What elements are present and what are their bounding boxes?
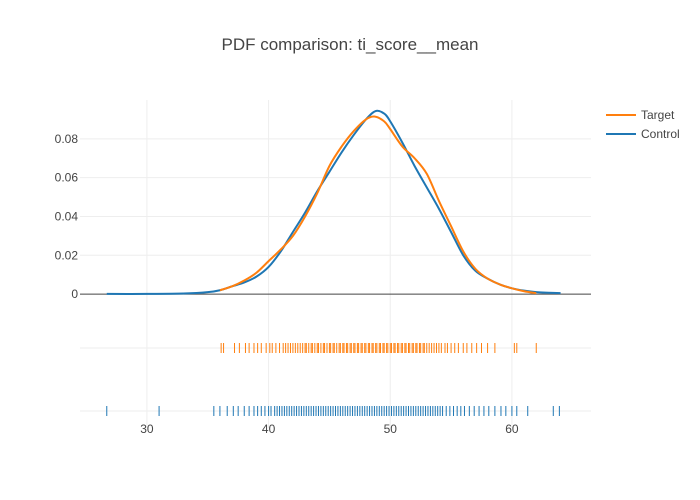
legend-item-target[interactable]: Target	[606, 108, 675, 122]
legend-label: Control	[641, 127, 680, 141]
rug-control	[106, 406, 560, 416]
y-tick-label: 0.02	[55, 248, 79, 262]
legend[interactable]: Target Control	[606, 108, 680, 141]
x-tick-label: 60	[505, 422, 519, 436]
x-tick-label: 30	[140, 422, 154, 436]
grid-layer	[80, 100, 591, 428]
y-tick-label: 0	[71, 287, 78, 301]
pdf-curves	[106, 109, 561, 295]
y-tick-label: 0.06	[55, 171, 79, 185]
y-tick-label: 0.08	[55, 132, 79, 146]
x-tick-label: 40	[262, 422, 276, 436]
y-tick-label: 0.04	[55, 209, 79, 223]
rug-plots	[106, 343, 560, 416]
x-tick-label: 50	[384, 422, 398, 436]
legend-label: Target	[641, 108, 675, 122]
pdf-curve-control	[106, 109, 561, 295]
pdf-curve-target	[219, 115, 537, 295]
chart-title: PDF comparison: ti_score__mean	[221, 35, 478, 54]
legend-item-control[interactable]: Control	[606, 127, 680, 141]
rug-target	[220, 343, 537, 353]
